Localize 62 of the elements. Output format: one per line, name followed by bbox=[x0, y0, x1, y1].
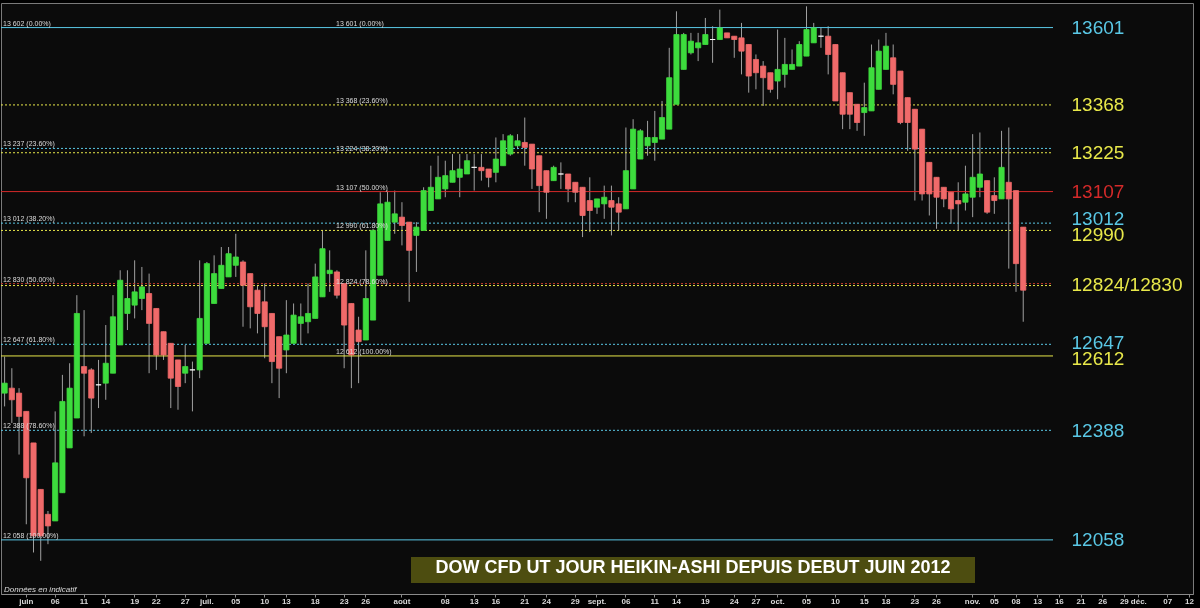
x-tick-label: 16 bbox=[491, 596, 501, 606]
y-tick-label: 13368 bbox=[1071, 94, 1125, 116]
x-tick-label: juin bbox=[18, 596, 34, 606]
candlestick bbox=[189, 361, 196, 412]
x-tick-label: 10 bbox=[260, 596, 270, 606]
candlestick bbox=[557, 161, 564, 190]
annotation: Données en indicatif bbox=[4, 585, 77, 594]
y-tick-label: 12824/12830 bbox=[1071, 274, 1183, 296]
x-tick-label: 23 bbox=[910, 596, 920, 606]
x-tick-label: 27 bbox=[751, 596, 761, 606]
x-tick-label: 18 bbox=[881, 596, 891, 606]
x-tick-label: sept. bbox=[587, 596, 607, 606]
x-tick-label: 14 bbox=[101, 596, 111, 606]
x-tick-label: 08 bbox=[440, 596, 451, 606]
x-tick-label: 19 bbox=[700, 596, 711, 606]
y-tick-label: 12388 bbox=[1071, 419, 1125, 441]
y-tick-label: 13107 bbox=[1071, 181, 1125, 203]
x-tick-label: 15 bbox=[859, 596, 870, 606]
y-tick-label: 12990 bbox=[1071, 224, 1125, 246]
x-tick-label: 19 bbox=[130, 596, 140, 606]
x-tick-label: juil. bbox=[199, 596, 214, 606]
x-tick-label: 24 bbox=[729, 596, 740, 606]
x-tick-label: 14 bbox=[672, 596, 682, 606]
x-tick-label: 27 bbox=[180, 596, 191, 606]
x-tick-label: 26 bbox=[1098, 596, 1108, 606]
y-tick-label: 12058 bbox=[1071, 529, 1125, 551]
x-tick-label: 13 bbox=[469, 596, 480, 606]
x-tick-label: 13 bbox=[281, 596, 292, 606]
x-tick-label: 21 bbox=[520, 596, 530, 606]
y-tick-label: 13225 bbox=[1071, 141, 1125, 163]
y-tick-label: 13601 bbox=[1071, 17, 1125, 39]
x-tick-label: déc. bbox=[1130, 596, 1147, 606]
x-tick-label: 21 bbox=[1076, 596, 1087, 606]
x-tick-label: 05 bbox=[989, 596, 1000, 606]
x-tick-label: oct. bbox=[770, 596, 785, 606]
x-tick-label: nov. bbox=[964, 596, 981, 606]
x-tick-label: 05 bbox=[231, 596, 241, 606]
x-tick-label: 29 bbox=[570, 596, 581, 606]
x-tick-label: 22 bbox=[151, 596, 162, 606]
x-tick-label: 06 bbox=[621, 596, 631, 606]
x-tick-label: août bbox=[393, 596, 411, 606]
x-tick-label: 24 bbox=[541, 596, 552, 606]
x-tick-label: 16 bbox=[1054, 596, 1065, 606]
x-tick-label: 11 bbox=[79, 596, 89, 606]
x-tick-label: 10 bbox=[830, 596, 841, 606]
x-tick-label: 26 bbox=[932, 596, 942, 606]
x-tick-label: 06 bbox=[50, 596, 61, 606]
candlestick bbox=[182, 344, 189, 384]
x-tick-label: 26 bbox=[361, 596, 371, 606]
x-tick-label: 29 bbox=[1119, 596, 1130, 606]
x-tick-label: 13 bbox=[1033, 596, 1043, 606]
x-tick-label: 23 bbox=[339, 596, 350, 606]
candlestick bbox=[1, 356, 8, 407]
x-tick-label: 08 bbox=[1011, 596, 1021, 606]
x-tick-label: 12 bbox=[1184, 596, 1195, 606]
candlestick bbox=[716, 9, 723, 41]
y-tick-label: 12647 bbox=[1071, 331, 1125, 353]
x-tick-label: 11 bbox=[650, 596, 660, 606]
x-tick-label: 05 bbox=[802, 596, 812, 606]
x-tick-label: 18 bbox=[310, 596, 321, 606]
text: DOW CFD UT JOUR HEIKIN-ASHI DEPUIS DEBUT JUIN 2012 bbox=[411, 557, 975, 583]
x-tick-label: 07 bbox=[1163, 596, 1173, 606]
